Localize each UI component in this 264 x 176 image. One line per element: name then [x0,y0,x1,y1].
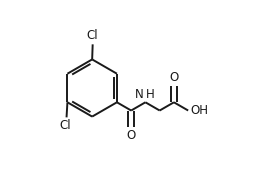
Text: Cl: Cl [86,29,98,42]
Text: O: O [126,129,136,142]
Text: Cl: Cl [60,119,72,132]
Text: H: H [146,88,155,101]
Text: O: O [169,71,178,84]
Text: OH: OH [190,104,208,117]
Text: N: N [135,88,144,101]
